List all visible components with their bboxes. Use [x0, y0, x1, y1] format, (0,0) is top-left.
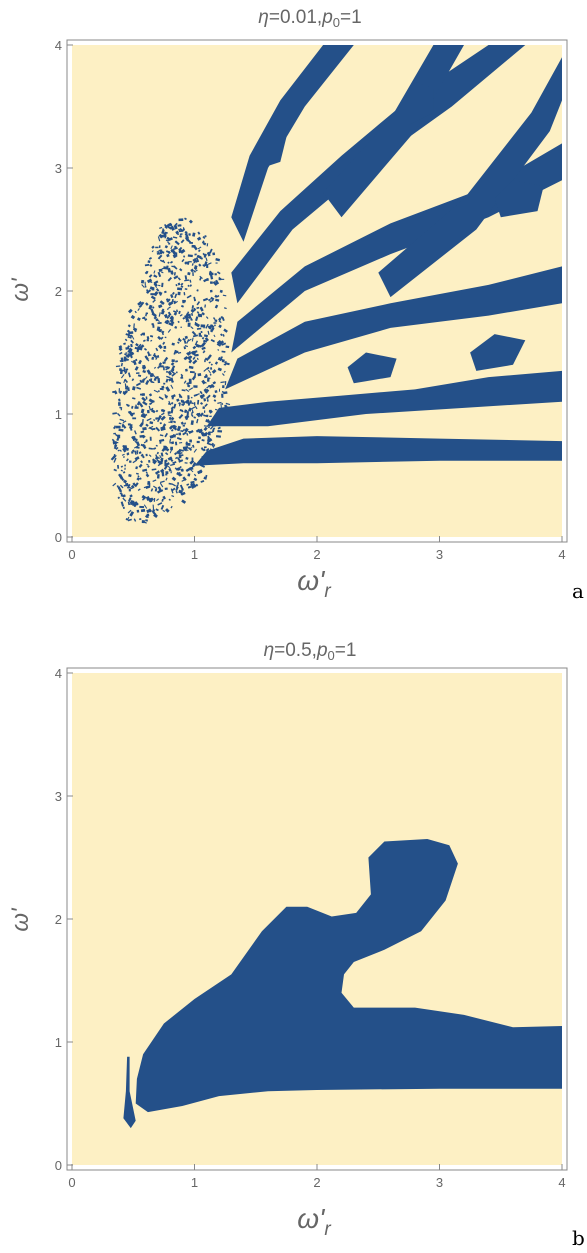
chart-b-panel-label: b [572, 1226, 585, 1250]
chart-b-region-main-blob [135, 839, 562, 1113]
chart-a-region-stripe-bottom [194, 436, 562, 466]
chart-b-xtick-label: 3 [436, 1175, 443, 1190]
chart-b-ylabel: ω' [7, 907, 34, 932]
chart-b-ytick-label: 4 [55, 666, 62, 681]
chart-a-xtick-label: 2 [313, 547, 320, 562]
chart-a-region-isle-1 [258, 124, 287, 168]
chart-a-ytick-label: 1 [55, 407, 62, 422]
chart-a-ylabel: ω' [7, 277, 34, 302]
chart-a-plot-area: 0 1 2 3 4 0 1 2 3 4 [55, 38, 568, 562]
chart-a-xtick-label: 0 [68, 547, 75, 562]
chart-a-region-band-4 [231, 45, 354, 242]
chart-a-panel-label: a [572, 579, 584, 603]
chart-a-region-isle-2 [402, 81, 434, 125]
chart-b-xtick-label: 4 [558, 1175, 565, 1190]
chart-b-plot-area: 0 1 2 3 4 0 1 2 3 4 [55, 666, 568, 1190]
chart-b-ytick-label: 0 [55, 1158, 62, 1173]
chart-a-xtick-label: 1 [191, 547, 198, 562]
chart-a-ytick-label: 2 [55, 284, 62, 299]
chart-b: η=0.5,p0=1 0 1 2 3 4 0 1 2 3 4 ω' ω'r b [7, 640, 585, 1250]
chart-b-xtick-label: 2 [313, 1175, 320, 1190]
chart-a-region-band-1 [225, 266, 562, 390]
chart-b-regions [123, 839, 562, 1129]
chart-a-region-chaotic-speckle [110, 217, 231, 524]
chart-a-region-isle-3 [470, 334, 526, 371]
chart-b-xlabel: ω'r [297, 1203, 331, 1240]
chart-a-xtick-label: 4 [558, 547, 565, 562]
chart-a-title: η=0.01,p0=1 [258, 7, 361, 30]
chart-a-ytick-label: 4 [55, 38, 62, 53]
chart-b-region-sliver [123, 1056, 136, 1129]
chart-a-region-band-6 [378, 57, 562, 298]
chart-a-region-stripe-low [206, 370, 562, 427]
chart-b-xtick-label: 1 [191, 1175, 198, 1190]
chart-b-title: η=0.5,p0=1 [264, 640, 357, 663]
chart-b-xtick-label: 0 [68, 1175, 75, 1190]
chart-b-ytick-label: 2 [55, 912, 62, 927]
chart-a-region-isle-5 [494, 180, 544, 218]
chart-a-ytick-label: 0 [55, 530, 62, 545]
chart-a-regions [110, 45, 562, 524]
chart-a-xtick-label: 3 [436, 547, 443, 562]
chart-a-ytick-label: 3 [55, 161, 62, 176]
chart-a: η=0.01,p0=1 0 1 2 3 4 0 1 2 3 4 ω' ω'r a [7, 7, 584, 603]
chart-a-region-isle-4 [347, 352, 397, 384]
chart-b-ytick-label: 3 [55, 789, 62, 804]
chart-a-xlabel: ω'r [297, 565, 331, 602]
chart-b-ytick-label: 1 [55, 1035, 62, 1050]
